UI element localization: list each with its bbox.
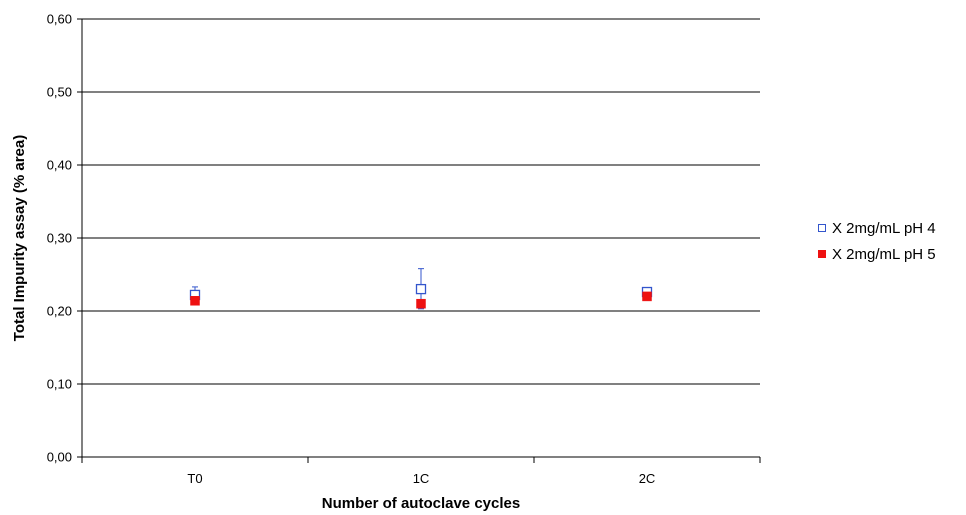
data-point-open-square bbox=[415, 283, 427, 295]
y-tick-label: 0,00 bbox=[47, 450, 72, 465]
legend-item-series-2: X 2mg/mL pH 5 bbox=[818, 241, 936, 267]
x-tick-label: 1C bbox=[413, 471, 430, 486]
legend-label-series-2: X 2mg/mL pH 5 bbox=[832, 245, 936, 263]
gridlines bbox=[82, 18, 760, 385]
y-tick-label: 0,50 bbox=[47, 85, 72, 100]
y-tick-label: 0,30 bbox=[47, 231, 72, 246]
data-marks bbox=[189, 268, 653, 310]
legend-filled-square-marker bbox=[818, 250, 826, 258]
x-axis-ticks: T0 1C 2C bbox=[81, 457, 761, 486]
legend-label-series-1: X 2mg/mL pH 4 bbox=[832, 219, 936, 237]
legend-item-series-1: X 2mg/mL pH 4 bbox=[818, 215, 936, 241]
y-axis-title: Total Impurity assay (% area) bbox=[11, 135, 28, 341]
data-point-filled-square bbox=[416, 298, 426, 309]
y-tick-label: 0,60 bbox=[47, 12, 72, 27]
y-tick-label: 0,40 bbox=[47, 158, 72, 173]
legend: X 2mg/mL pH 4 X 2mg/mL pH 5 bbox=[818, 215, 936, 267]
x-tick-label: T0 bbox=[187, 471, 202, 486]
x-axis-title: Number of autoclave cycles bbox=[322, 495, 520, 512]
y-tick-label: 0,20 bbox=[47, 304, 72, 319]
data-point-filled-square bbox=[642, 291, 652, 302]
legend-open-square-marker bbox=[818, 224, 826, 232]
x-tick-label: 2C bbox=[639, 471, 656, 486]
y-tick-label: 0,10 bbox=[47, 377, 72, 392]
y-axis-ticks: 0,00 0,10 0,20 0,30 0,40 0,50 0,60 bbox=[47, 12, 82, 465]
data-point-filled-square bbox=[190, 296, 200, 306]
